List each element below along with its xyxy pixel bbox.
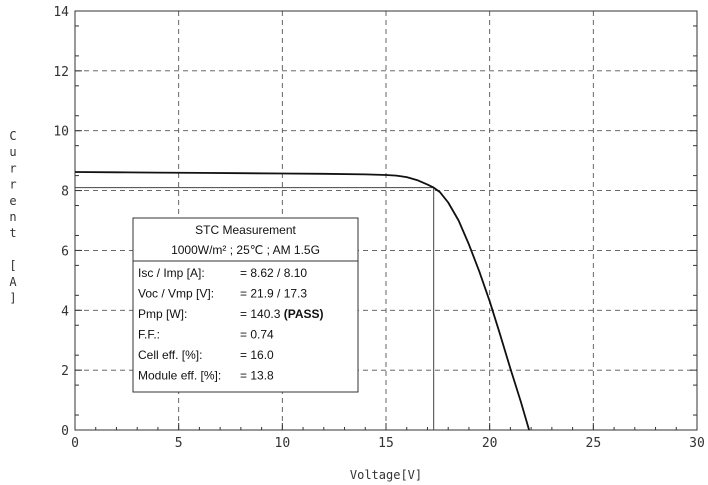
stc-row-label: F.F.: <box>138 328 160 342</box>
stc-box-frame <box>132 217 359 393</box>
stc-row-pass-flag: (PASS) <box>280 307 323 321</box>
stc-row-label: Isc / Imp [A]: <box>138 266 205 280</box>
y-tick-label: 0 <box>61 424 69 439</box>
y-axis-label-char: C <box>9 129 16 143</box>
stc-row-value: = 16.0 <box>240 348 274 362</box>
y-tick-label: 10 <box>53 125 69 140</box>
tick-labels: 0 5 10 15 20 25 30 0 2 4 6 8 10 12 14 <box>53 5 704 451</box>
x-tick-label: 20 <box>482 436 498 451</box>
x-tick-label: 5 <box>175 436 183 451</box>
y-tick-label: 12 <box>53 65 69 80</box>
y-axis-label-char: n <box>9 210 16 224</box>
y-tick-label: 8 <box>61 185 69 200</box>
y-axis-label-char: A <box>9 275 17 289</box>
stc-row-value: = 0.74 <box>240 328 274 342</box>
stc-row-label: Module eff. [%]: <box>138 369 221 383</box>
y-tick-label: 2 <box>61 364 69 379</box>
y-axis-label-char: r <box>9 161 16 175</box>
x-tick-label: 30 <box>689 436 705 451</box>
x-tick-label: 15 <box>378 436 394 451</box>
y-axis-label-char: e <box>9 194 16 208</box>
stc-measurement-box: STC Measurement 1000W/m² ; 25℃ ; AM 1.5G… <box>132 217 359 393</box>
y-tick-label: 6 <box>61 244 69 259</box>
iv-curve-line <box>74 171 530 431</box>
x-tick-label: 25 <box>586 436 602 451</box>
y-tick-label: 14 <box>53 5 69 20</box>
y-axis-label-char: r <box>9 178 16 192</box>
stc-row-value: = 21.9 / 17.3 <box>240 287 307 301</box>
stc-row-value: = 140.3 (PASS) <box>240 307 324 321</box>
stc-row-label: Pmp [W]: <box>138 307 187 321</box>
stc-box-rows: Isc / Imp [A]: = 8.62 / 8.10 Voc / Vmp [V]… <box>138 266 324 383</box>
x-tick-label: 0 <box>71 436 79 451</box>
stc-row-value: = 13.8 <box>240 369 274 383</box>
stc-box-conditions: 1000W/m² ; 25℃ ; AM 1.5G <box>171 243 320 257</box>
y-axis-label-char: u <box>9 145 16 159</box>
y-axis-label-char: [ <box>9 259 16 273</box>
x-tick-label: 10 <box>275 436 291 451</box>
stc-row-value: = 8.62 / 8.10 <box>240 266 307 280</box>
y-axis-label-char: ] <box>9 291 16 305</box>
stc-box-title: STC Measurement <box>195 223 296 237</box>
y-axis-label-char: t <box>9 226 16 240</box>
stc-row-label: Cell eff. [%]: <box>138 348 202 362</box>
x-axis-label: Voltage[V] <box>350 468 422 482</box>
y-tick-label: 4 <box>61 304 69 319</box>
stc-row-label: Voc / Vmp [V]: <box>138 287 214 301</box>
plot-frame <box>74 10 698 431</box>
series-layer <box>74 171 530 431</box>
